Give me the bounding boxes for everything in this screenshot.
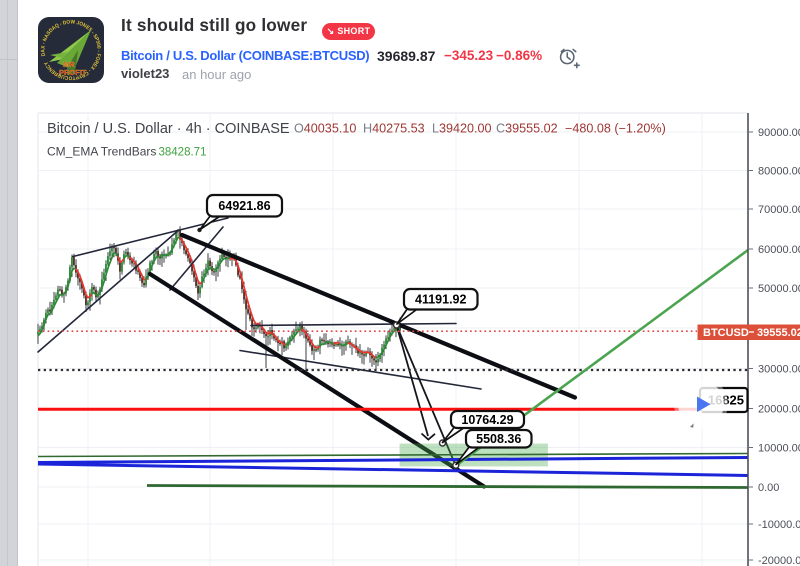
svg-text:BTCUSD: BTCUSD — [703, 327, 749, 339]
svg-text:70000.00: 70000.00 — [758, 204, 800, 216]
svg-text:C39555.02: C39555.02 — [496, 122, 558, 136]
svg-text:0.00: 0.00 — [758, 482, 779, 494]
svg-text:O40035.10: O40035.10 — [294, 122, 356, 136]
svg-text:10000.00: 10000.00 — [758, 442, 800, 454]
svg-text:64921.86: 64921.86 — [218, 199, 270, 213]
svg-text:60000.00: 60000.00 — [758, 244, 800, 256]
svg-text:−480.08 (−1.20%): −480.08 (−1.20%) — [565, 122, 666, 136]
svg-text:MR: MR — [63, 60, 75, 69]
svg-text:10764.29: 10764.29 — [461, 413, 513, 427]
svg-text:PROFIT: PROFIT — [59, 68, 87, 77]
svg-text:L39420.00: L39420.00 — [432, 122, 492, 136]
svg-text:90000.00: 90000.00 — [758, 127, 800, 139]
svg-text:39555.02: 39555.02 — [757, 327, 800, 339]
svg-text:-20000.00: -20000.00 — [758, 555, 800, 566]
svg-text:H40275.53: H40275.53 — [363, 122, 425, 136]
svg-text:CM_EMA TrendBars: CM_EMA TrendBars — [47, 145, 156, 159]
svg-text:-10000.00: -10000.00 — [758, 519, 800, 531]
svg-text:Bitcoin / U.S. Dollar · 4h · C: Bitcoin / U.S. Dollar · 4h · COINBASE — [47, 121, 290, 137]
svg-text:80000.00: 80000.00 — [758, 165, 800, 177]
svg-text:50000.00: 50000.00 — [758, 283, 800, 295]
svg-text:30000.00: 30000.00 — [758, 363, 800, 375]
svg-text:20000.00: 20000.00 — [758, 403, 800, 415]
svg-text:5508.36: 5508.36 — [476, 432, 521, 446]
svg-text:38428.71: 38428.71 — [159, 147, 207, 159]
svg-text:41191.92: 41191.92 — [415, 293, 466, 307]
